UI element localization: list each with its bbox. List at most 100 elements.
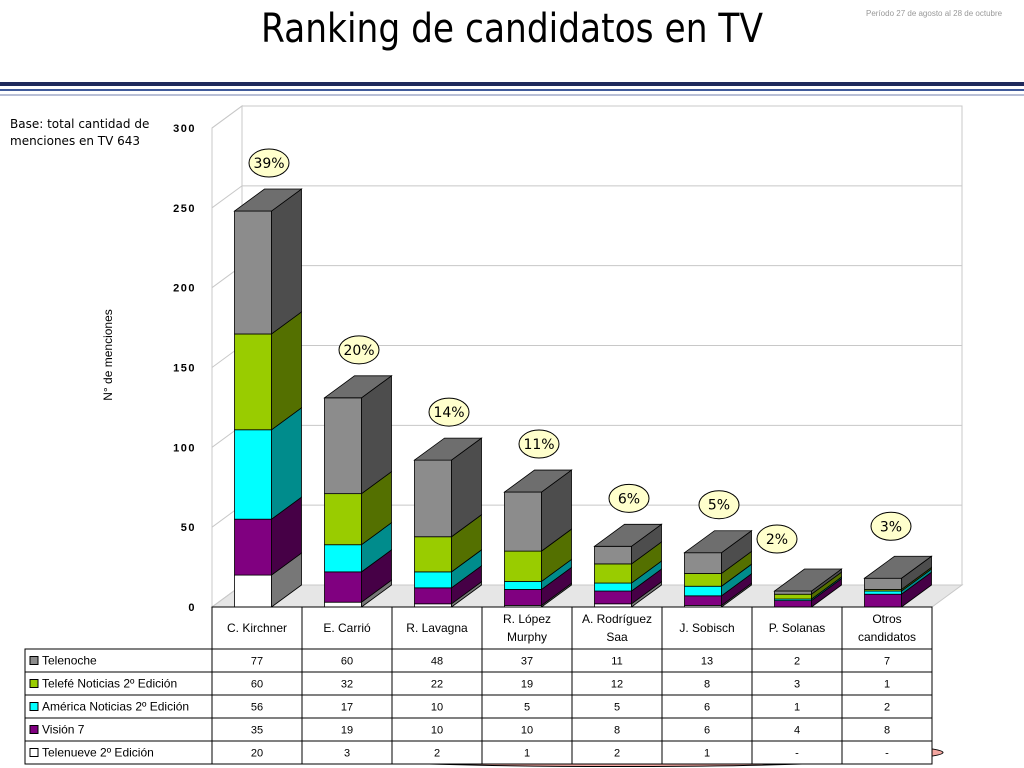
bar-segment	[594, 582, 632, 592]
bar-stack	[233, 188, 303, 608]
bar-top	[773, 568, 843, 592]
bar-segment-side	[271, 188, 302, 335]
bar-stack	[323, 375, 393, 608]
table-cell: 13	[701, 656, 713, 668]
y-axis-ticks: 0 50 100 150 200 250 300	[173, 123, 196, 614]
table-cell: 10	[521, 725, 533, 737]
gridline	[211, 105, 962, 129]
y-tick-label: 300	[173, 123, 196, 135]
base-note: Base: total cantidad de menciones en TV …	[10, 117, 150, 148]
bar-segment	[324, 493, 362, 546]
bar-segment	[414, 571, 452, 589]
table-cell: 5	[614, 702, 620, 714]
period-label: Período 27 de agosto al 28 de octubre	[866, 9, 1003, 18]
bar-segment	[414, 587, 452, 605]
percent-bubble	[428, 397, 470, 427]
category-label: R. Lavagna	[406, 621, 468, 635]
percent-bubble	[870, 511, 912, 541]
y-tick-label: 200	[173, 283, 196, 295]
table-cell: 22	[431, 679, 443, 691]
bar-segment	[414, 536, 452, 573]
percent-bubble	[698, 490, 740, 520]
bar-stack	[593, 523, 663, 608]
y-tick-label: 50	[181, 522, 196, 534]
table-cell: 19	[521, 679, 533, 691]
legend-label: América Noticias 2º Edición	[42, 700, 189, 714]
bar-segment	[774, 593, 812, 600]
bar-segment	[234, 429, 272, 520]
legend-label: Visión 7	[42, 723, 85, 737]
table-cell: 2	[884, 702, 890, 714]
table-cell: 12	[611, 679, 623, 691]
bar-top	[593, 523, 663, 547]
category-label: Murphy	[507, 630, 547, 644]
bar-segment	[684, 573, 722, 587]
gridline	[211, 185, 962, 209]
percent-label: 3%	[880, 519, 902, 535]
table-cell: -	[885, 748, 889, 760]
percent-label: 14%	[433, 405, 464, 421]
bar-segment	[864, 593, 902, 608]
bar-stack	[683, 529, 753, 608]
table-cell: 3	[794, 679, 800, 691]
table-cell: 8	[614, 725, 620, 737]
bar-segment	[234, 574, 272, 608]
header-divider-thin	[0, 89, 1024, 91]
table-cell: 1	[524, 748, 530, 760]
bar-segment	[324, 571, 362, 603]
header-divider-light	[0, 94, 1024, 96]
table-cell: 32	[341, 679, 353, 691]
legend-swatch	[29, 748, 39, 757]
bar-top	[233, 188, 303, 212]
table-cell: 10	[431, 725, 443, 737]
bar-segment	[594, 563, 632, 584]
bars	[233, 188, 933, 608]
category-label: P. Solanas	[769, 621, 826, 635]
page-title: Ranking de candidatos en TV	[261, 6, 763, 52]
table-cell: 35	[251, 725, 263, 737]
table-cell: 2	[614, 748, 620, 760]
bar-segment	[234, 333, 272, 431]
legend-label: Telefé Noticias 2º Edición	[42, 677, 177, 691]
table-cell: 56	[251, 702, 263, 714]
percent-label: 2%	[766, 532, 788, 548]
percent-bubble	[248, 148, 290, 178]
category-label: A. Rodríguez	[582, 612, 652, 626]
bar-segment	[774, 600, 812, 608]
table-cell: 60	[341, 656, 353, 668]
category-label: Saa	[606, 630, 628, 644]
bar-top	[683, 530, 753, 554]
table-body-box	[24, 648, 933, 765]
table-cell: 6	[704, 725, 710, 737]
table-cell: 1	[704, 748, 710, 760]
table-cell: 5	[524, 702, 530, 714]
category-label: C. Kirchner	[227, 621, 287, 635]
bar-segment	[234, 210, 272, 335]
bar-segment	[324, 544, 362, 573]
table-cell: 37	[521, 656, 533, 668]
table-cell: -	[795, 748, 799, 760]
table-cell: 48	[431, 656, 443, 668]
category-label: J. Sobisch	[679, 621, 734, 635]
bar-segment	[684, 585, 722, 597]
bar-segment	[774, 590, 812, 595]
percent-bubble	[338, 335, 380, 365]
table-cell: 1	[794, 702, 800, 714]
bar-segment	[504, 581, 542, 590]
table-cell: 77	[251, 656, 263, 668]
y-tick-label: 0	[188, 602, 196, 614]
table-cell: 1	[884, 679, 890, 691]
bar-segment	[864, 577, 902, 590]
category-label: R. López	[503, 612, 551, 626]
bar-top	[863, 555, 933, 579]
table-cell: 6	[704, 702, 710, 714]
bar-segment	[324, 397, 362, 495]
bar-top	[323, 375, 393, 399]
table-cell: 8	[704, 679, 710, 691]
bar-segment	[594, 545, 632, 565]
category-label: E. Carrió	[323, 621, 371, 635]
bar-segment	[864, 590, 902, 595]
data-table: C. Kirchner E. Carrió R. Lavagna R. López Mu…	[24, 606, 933, 765]
y-axis-label: N° de menciones	[101, 309, 115, 401]
legend-label: Telenoche	[42, 654, 97, 668]
